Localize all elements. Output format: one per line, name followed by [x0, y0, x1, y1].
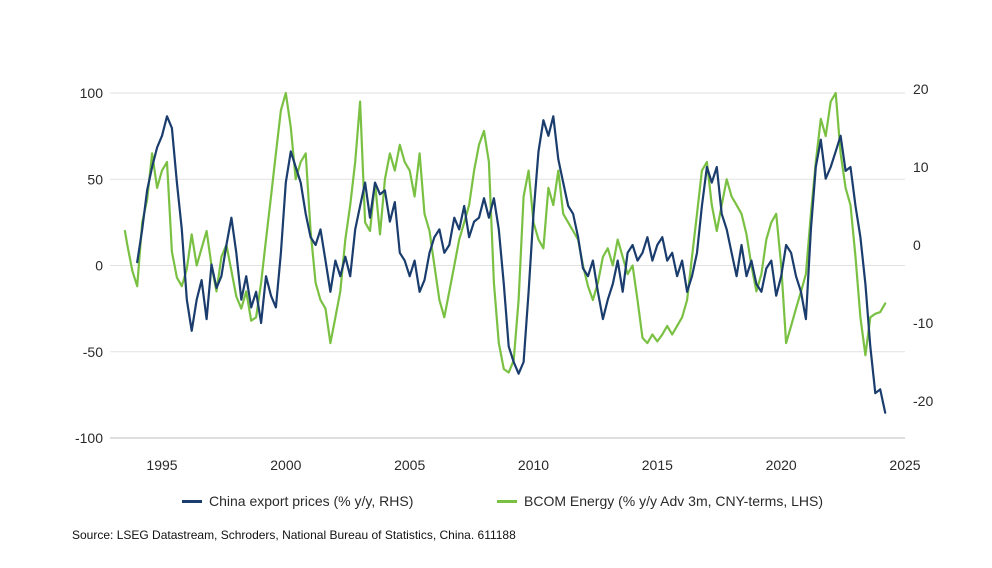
left-tick-label-2: 0	[95, 258, 103, 274]
source-note: Source: LSEG Datastream, Schroders, Nati…	[72, 528, 516, 542]
legend-item-export: China export prices (% y/y, RHS)	[182, 493, 413, 509]
series-lines	[123, 91, 887, 414]
x-tick-label-2: 2005	[394, 457, 425, 473]
right-tick-label-2: 0	[913, 237, 921, 253]
right-tick-label-0: 20	[913, 81, 929, 97]
x-tick-label-3: 2010	[518, 457, 549, 473]
left-tick-label-3: -50	[83, 344, 103, 360]
x-tick-label-1: 2000	[270, 457, 301, 473]
x-tick-label-6: 2025	[889, 457, 920, 473]
series-line-china-export-prices	[136, 115, 887, 414]
right-tick-label-1: 10	[913, 159, 929, 175]
gridlines	[110, 92, 905, 353]
left-tick-label-1: 50	[87, 171, 103, 187]
x-tick-label-5: 2020	[766, 457, 797, 473]
series-line-bcom-energy	[123, 91, 887, 374]
right-tick-label-4: -20	[913, 393, 933, 409]
legend-label-energy: BCOM Energy (% y/y Adv 3m, CNY-terms, LH…	[524, 493, 823, 509]
legend-swatch-export	[182, 499, 202, 503]
legend-label-export: China export prices (% y/y, RHS)	[209, 493, 414, 509]
legend: China export prices (% y/y, RHS) BCOM En…	[0, 493, 992, 515]
legend-item-energy: BCOM Energy (% y/y Adv 3m, CNY-terms, LH…	[497, 493, 823, 509]
x-tick-label-4: 2015	[642, 457, 673, 473]
right-tick-label-3: -10	[913, 315, 933, 331]
left-tick-label-0: 100	[80, 85, 104, 101]
left-tick-label-4: -100	[75, 430, 103, 446]
x-tick-label-0: 1995	[146, 457, 177, 473]
legend-swatch-energy	[497, 499, 517, 503]
